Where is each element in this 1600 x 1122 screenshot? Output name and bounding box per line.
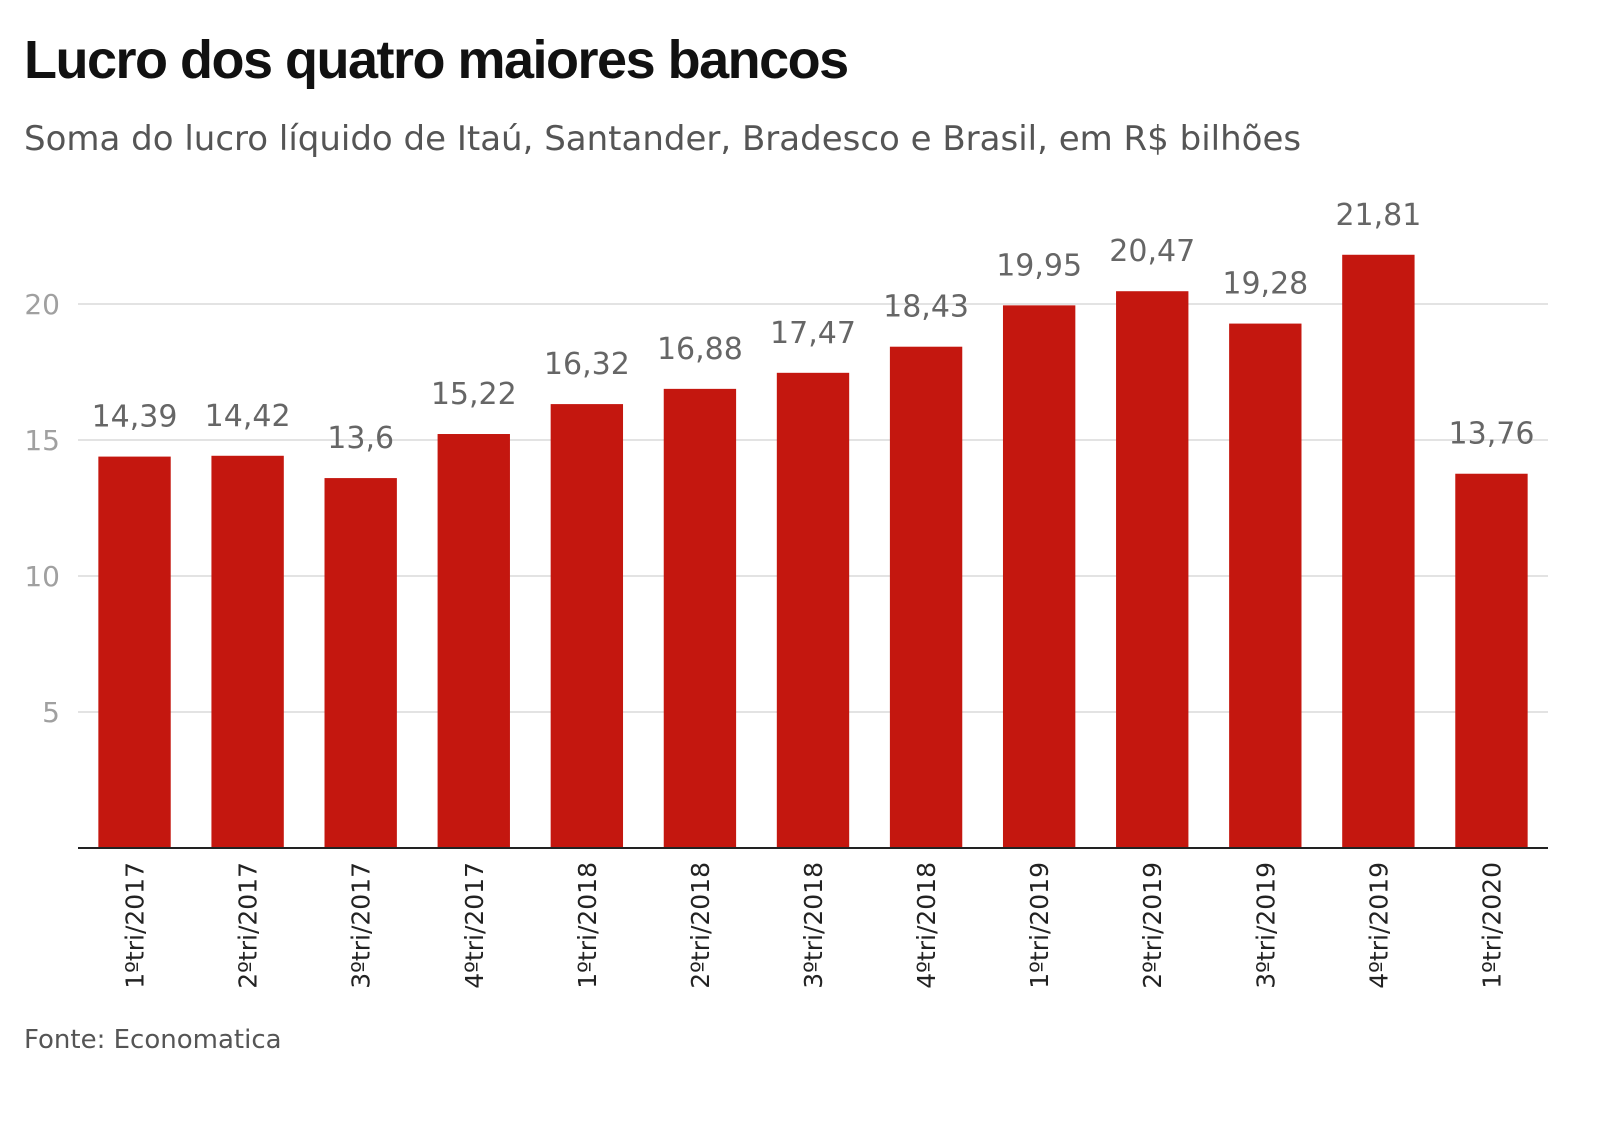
x-tick-label: 2ºtri/2017: [234, 862, 263, 989]
y-tick-label: 5: [42, 696, 60, 729]
x-tick-label: 4ºtri/2017: [460, 862, 489, 989]
x-tick-label: 1ºtri/2020: [1477, 862, 1506, 989]
bar: [550, 404, 624, 848]
data-label: 19,95: [996, 248, 1082, 283]
bar: [663, 388, 737, 848]
data-label: 20,47: [1109, 234, 1195, 269]
x-tick-label: 1ºtri/2019: [1025, 862, 1054, 989]
bars: [98, 254, 1528, 849]
data-label: 16,88: [657, 332, 743, 367]
x-tick-label: 2ºtri/2019: [1138, 862, 1167, 989]
x-tick-label: 3ºtri/2019: [1251, 862, 1280, 989]
data-labels: 14,39 14,42 13,6 15,22 16,32 16,88 17,47 18,43 1…: [92, 198, 1535, 456]
data-label: 16,32: [544, 347, 630, 382]
x-tick-label: 4ºtri/2019: [1364, 862, 1393, 989]
data-label: 19,28: [1222, 267, 1308, 302]
bar: [1455, 473, 1528, 848]
y-tick-label: 20: [24, 288, 60, 321]
data-label: 13,76: [1449, 417, 1535, 452]
data-label: 15,22: [431, 377, 517, 412]
source-note: Fonte: Economatica: [24, 1025, 282, 1055]
x-tick-label: 3ºtri/2017: [347, 862, 376, 989]
x-tick-label: 2ºtri/2018: [686, 862, 715, 989]
data-label: 14,39: [92, 400, 178, 435]
bar: [1229, 323, 1302, 849]
data-label: 13,6: [327, 421, 394, 456]
bar: [776, 372, 850, 848]
y-axis-ticks: 5 10 15 20: [24, 288, 60, 729]
chart-title: Lucro dos quatro maiores bancos: [24, 30, 848, 90]
bar: [98, 456, 171, 848]
x-tick-label: 1ºtri/2018: [573, 862, 602, 989]
x-tick-label: 3ºtri/2018: [799, 862, 828, 989]
chart-subtitle: Soma do lucro líquido de Itaú, Santander…: [24, 119, 1301, 159]
bar: [211, 455, 284, 848]
bar: [324, 478, 397, 848]
data-label: 21,81: [1335, 198, 1421, 233]
y-tick-label: 15: [24, 424, 60, 457]
bar: [1002, 305, 1076, 848]
bar: [437, 434, 510, 848]
y-tick-label: 10: [24, 560, 60, 593]
x-tick-label: 4ºtri/2018: [912, 862, 941, 989]
bar: [1342, 254, 1415, 848]
data-label: 14,42: [205, 399, 291, 434]
data-label: 18,43: [883, 290, 969, 325]
bar: [1116, 291, 1189, 848]
data-label: 17,47: [770, 316, 856, 351]
x-axis-ticks: 1ºtri/2017 2ºtri/2017 3ºtri/2017 4ºtri/2017…: [121, 862, 1507, 989]
bar: [889, 346, 963, 848]
x-tick-label: 1ºtri/2017: [121, 862, 150, 989]
